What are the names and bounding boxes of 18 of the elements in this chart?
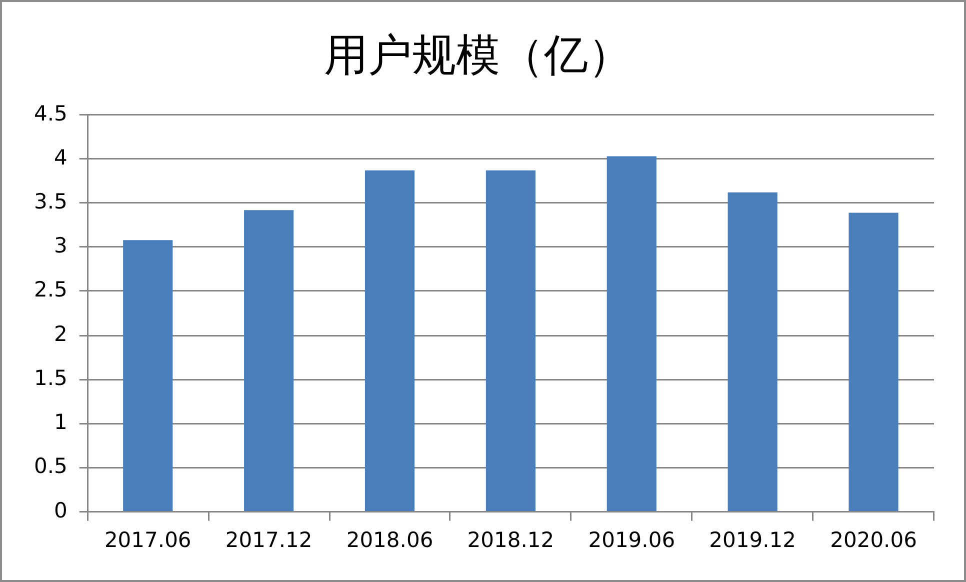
x-tick-label: 2020.06 [830,528,917,552]
y-tick-label: 3.5 [34,189,68,214]
x-tick-label: 2017.06 [104,528,192,552]
y-tick-label: 3 [54,234,68,258]
x-tick-label: 2018.06 [346,528,434,552]
y-tick-label: 4.5 [34,101,68,126]
x-tick-label: 2019.06 [588,528,676,552]
y-tick-label: 0.5 [34,454,68,478]
y-tick-label: 1 [54,410,68,434]
x-tick-label: 2017.12 [225,528,312,552]
y-tick-label: 2 [54,322,68,346]
y-tick-label: 0 [54,498,68,522]
x-tick-label: 2019.12 [709,528,796,552]
y-tick-label: 1.5 [34,366,68,390]
y-tick-label: 2.5 [34,278,68,302]
y-tick-label: 4 [54,145,68,170]
chart-title: 用户规模（亿） [324,30,632,80]
x-tick-label: 2018.12 [467,528,554,552]
